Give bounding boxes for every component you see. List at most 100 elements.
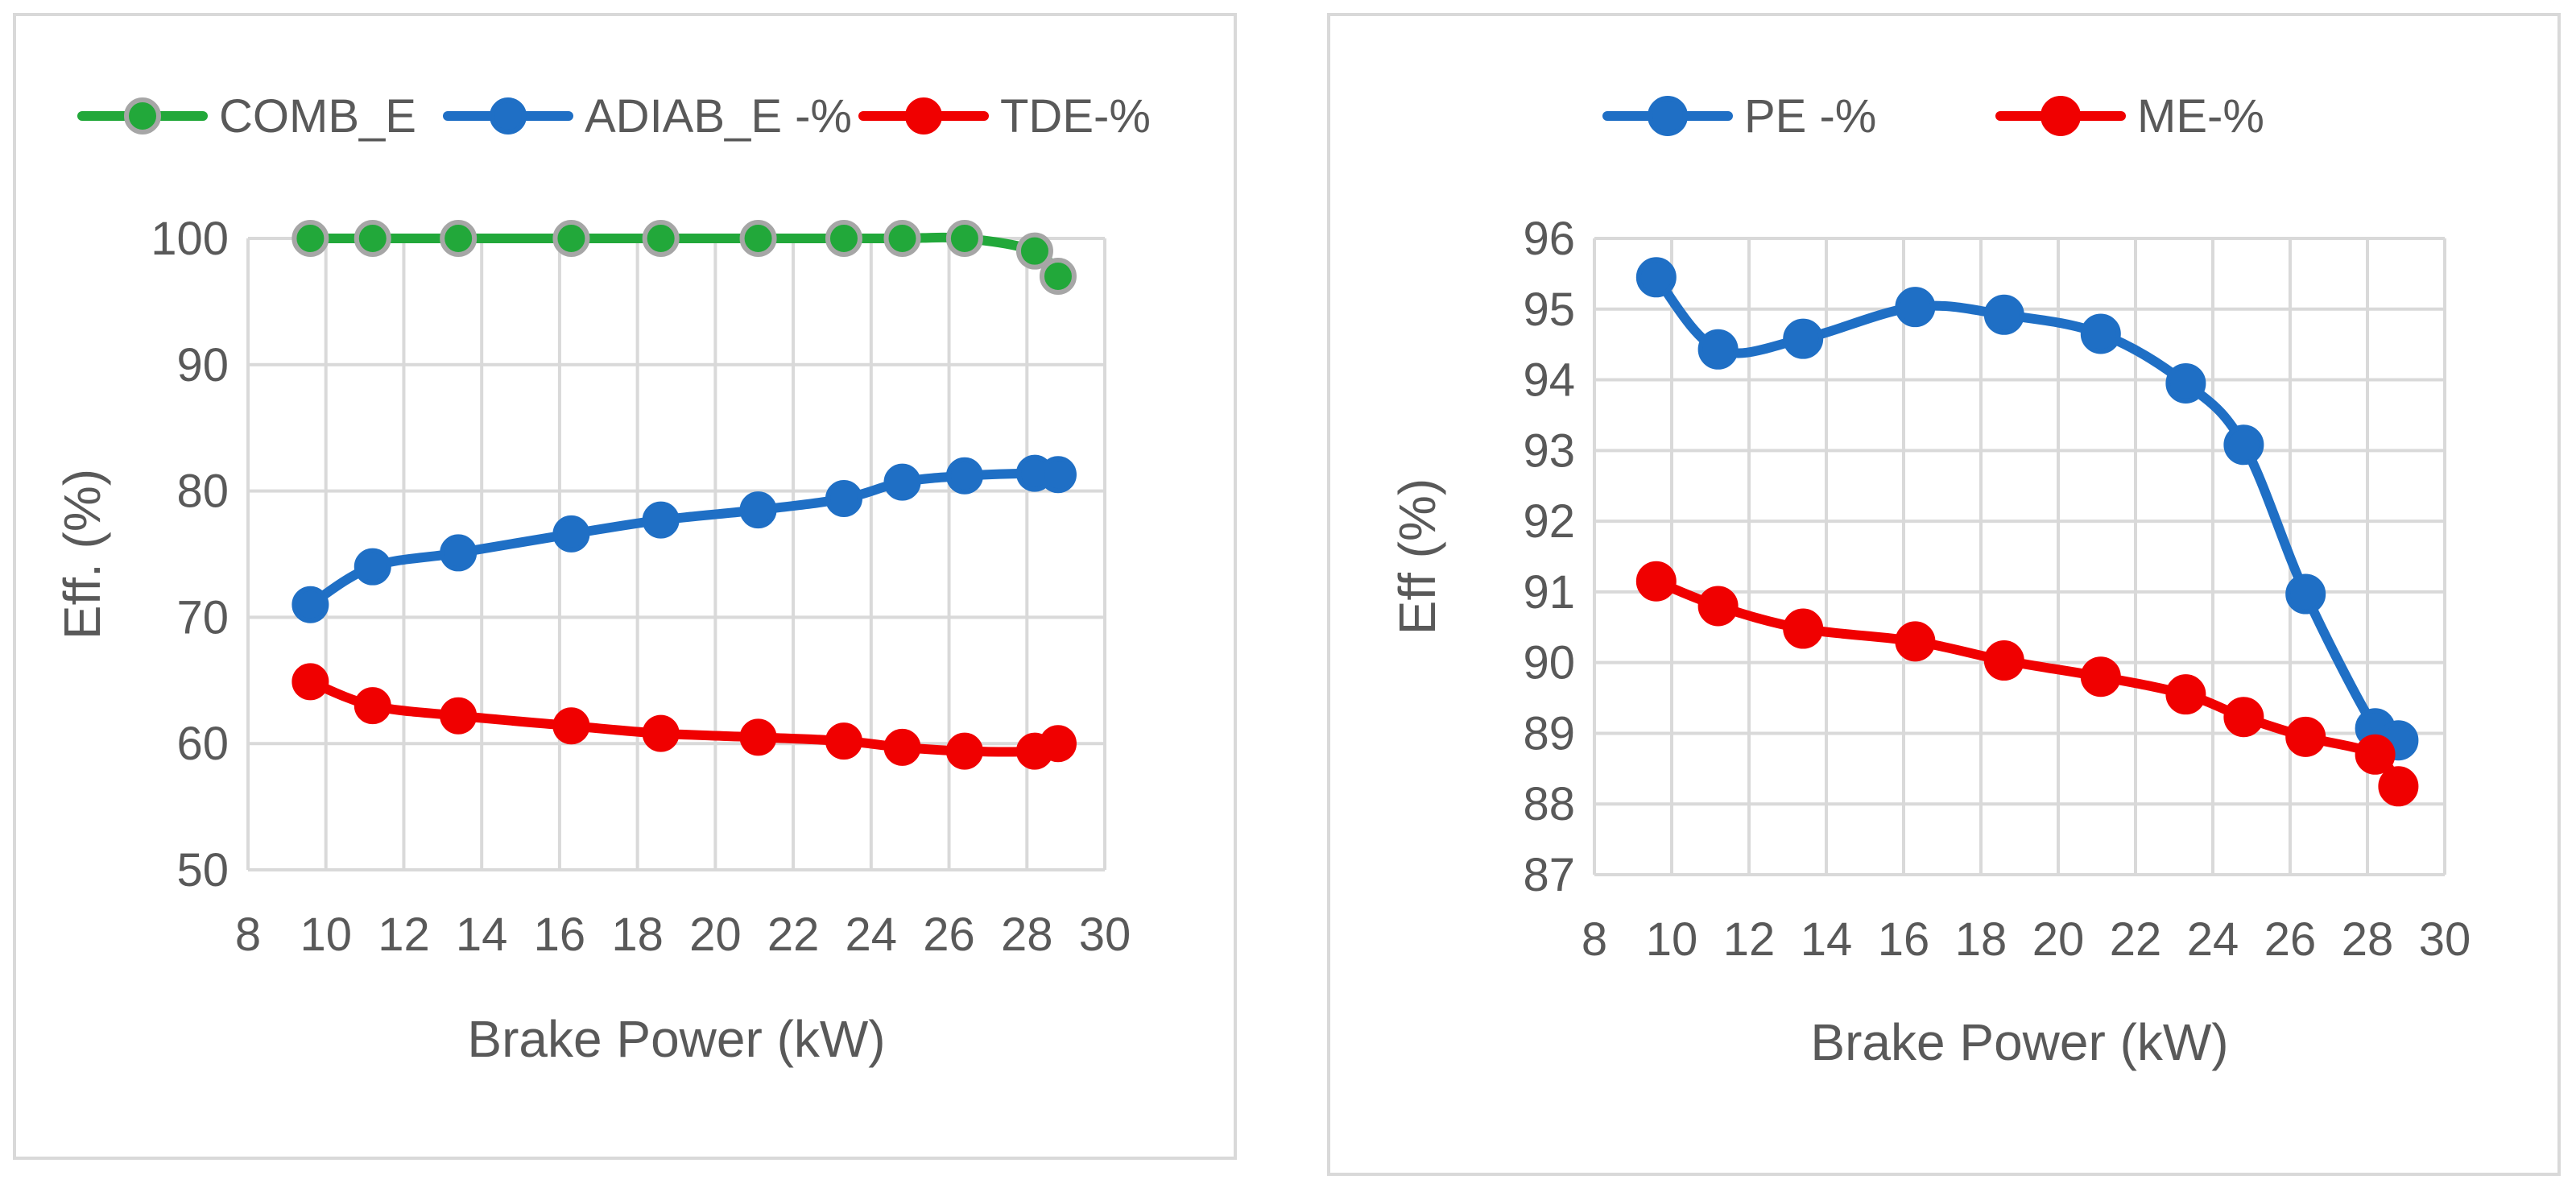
chart-panel-right: 87 88 89 90 91 92 93 94 95 96 8 10 12 14 16 18 20 22 24 26 2… [1327,13,2561,1176]
x-tick-label: 28 [2342,913,2394,966]
x-tick-label: 16 [1878,913,1930,966]
data-point-me [2355,734,2396,775]
series-line-pe [1651,272,2404,748]
data-point-me [1783,608,1824,649]
data-point-tde [552,707,590,745]
data-point-adiab-e [552,515,590,553]
chart-panel-left: 50 60 70 80 90 100 8 10 12 14 16 18 20 22 24 26 28 30 COMB… [13,13,1237,1160]
legend-label-adiab-e: ADIAB_E -% [585,90,852,143]
legend-marker-me [2041,96,2081,136]
data-point-comb-e [825,220,862,257]
data-point-comb-e [1015,232,1053,270]
data-point-pe [2223,424,2264,466]
x-tick-label: 20 [2032,913,2085,966]
legend-label-pe: PE -% [1744,90,1876,143]
data-point-tde [883,728,921,766]
series-line-comb-e [305,232,1063,282]
x-tick-label: 12 [378,909,430,961]
data-point-tde [354,687,391,725]
x-tick-label: 10 [1646,913,1698,966]
legend-marker-tde [905,97,942,135]
data-point-pe [1895,287,1936,328]
data-point-tde [945,732,983,770]
x-axis-title: Brake Power (kW) [467,1010,885,1068]
data-point-me [2378,766,2419,807]
data-point-tde [825,722,862,760]
data-point-tde [1039,725,1077,763]
y-tick-label: 60 [176,718,229,770]
x-tick-label: 14 [1801,913,1853,966]
x-tick-label: 30 [1079,909,1131,961]
data-point-pe [1783,318,1824,359]
data-point-me [1895,621,1936,662]
y-tick-label: 93 [1523,424,1575,477]
y-tick-label: 92 [1523,495,1575,548]
legend-marker-adiab-e [490,97,527,135]
data-point-adiab-e [354,548,391,586]
x-tick-label: 8 [1582,913,1607,966]
x-tick-label: 26 [923,909,975,961]
x-axis-title: Brake Power (kW) [1810,1013,2228,1071]
legend-marker-comb-e [124,97,161,135]
x-tick-label: 14 [456,909,508,961]
data-point-adiab-e [440,534,478,572]
data-point-comb-e [945,220,983,257]
data-point-tde [739,718,777,756]
efficiency-chart-right: 87 88 89 90 91 92 93 94 95 96 8 10 12 14 16 18 20 22 24 26 2… [1388,90,2471,1071]
data-point-comb-e [440,220,478,257]
data-point-adiab-e [825,480,862,518]
y-axis-title: Eff (%) [1388,478,1446,635]
y-tick-label: 100 [151,213,229,265]
data-point-adiab-e [642,501,680,539]
data-point-comb-e [292,220,329,257]
data-point-tde [440,697,478,735]
y-tick-label: 90 [176,339,229,391]
x-tick-label: 28 [1001,909,1053,961]
legend-label-tde: TDE-% [1000,90,1151,143]
data-point-me [2285,716,2326,757]
x-tick-label: 10 [300,909,352,961]
data-point-pe [2080,313,2121,354]
efficiency-chart-left: 50 60 70 80 90 100 8 10 12 14 16 18 20 22 24 26 28 30 COMB… [53,90,1151,1068]
data-point-comb-e [739,220,777,257]
y-tick-label: 91 [1523,566,1575,619]
y-tick-label: 70 [176,591,229,644]
data-point-comb-e [883,220,921,257]
series-line-adiab-e [305,468,1063,610]
data-point-comb-e [642,220,680,257]
x-tick-label: 24 [2187,913,2239,966]
data-point-me [2165,674,2206,715]
data-point-tde [292,663,329,701]
data-point-comb-e [354,220,391,257]
y-tick-label: 88 [1523,778,1575,830]
x-tick-label: 18 [1955,913,2007,966]
x-tick-label: 30 [2419,913,2471,966]
data-point-me [1635,561,1677,602]
x-tick-label: 20 [689,909,742,961]
x-tick-label: 12 [1723,913,1776,966]
series-line-me [1651,576,2404,792]
data-point-adiab-e [1039,456,1077,494]
data-point-comb-e [552,220,590,257]
x-tick-label: 24 [846,909,898,961]
data-point-adiab-e [945,457,983,495]
legend-marker-pe [1648,96,1688,136]
y-tick-label: 90 [1523,637,1575,689]
y-tick-label: 95 [1523,284,1575,336]
legend-label-comb-e: COMB_E [219,90,416,143]
data-point-adiab-e [292,586,329,623]
data-point-adiab-e [739,491,777,529]
data-point-pe [1983,294,2024,335]
data-point-adiab-e [883,463,921,501]
data-point-pe [2285,573,2326,615]
data-point-me [1697,586,1739,627]
data-point-pe [1635,257,1677,298]
data-point-pe [1697,329,1739,370]
y-tick-label: 80 [176,466,229,518]
y-tick-label: 50 [176,844,229,896]
x-tick-label: 26 [2264,913,2317,966]
y-tick-label: 89 [1523,707,1575,760]
y-tick-label: 96 [1523,213,1575,265]
data-point-pe [2165,362,2206,404]
y-tick-label: 94 [1523,354,1575,407]
